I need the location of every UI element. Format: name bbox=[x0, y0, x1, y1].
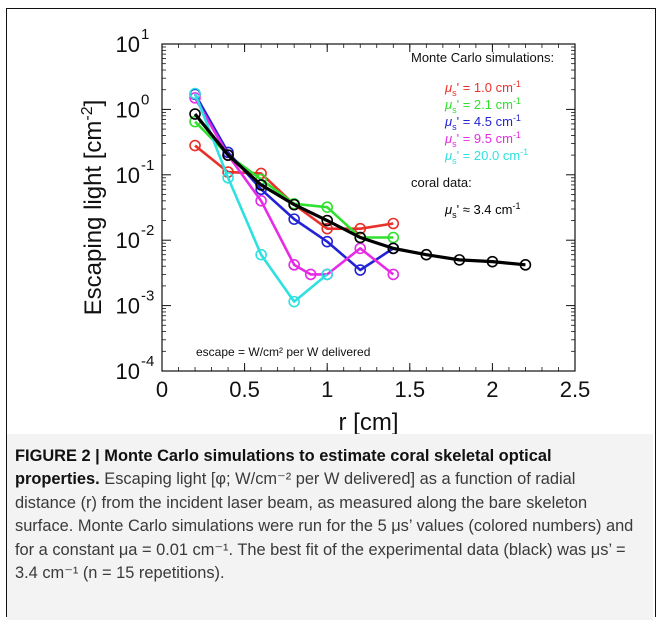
data-point-4 bbox=[255, 248, 267, 261]
data-point-1 bbox=[321, 201, 334, 213]
caption-body: Escaping light [φ; W/cm⁻² per W delivere… bbox=[15, 470, 634, 583]
data-point-3 bbox=[189, 92, 201, 104]
series-line-3 bbox=[193, 97, 395, 276]
data-point-4 bbox=[189, 87, 201, 100]
x-tick-label: 0 bbox=[156, 377, 168, 402]
data-point-2 bbox=[288, 213, 300, 225]
series-line-5 bbox=[193, 113, 526, 267]
y-tick-exponent: 1 bbox=[141, 26, 149, 43]
x-tick-label: 1.5 bbox=[395, 377, 426, 402]
y-tick-label: 10 bbox=[116, 294, 140, 319]
y-tick-exponent: 0 bbox=[141, 91, 149, 108]
data-point-3 bbox=[387, 268, 400, 281]
legend-entry: μs' = 2.1 cm-1 bbox=[444, 96, 521, 115]
y-tick-label: 10 bbox=[116, 359, 140, 384]
y-tick-exponent: -4 bbox=[141, 353, 154, 370]
legend-entry: μs' = 9.5 cm-1 bbox=[444, 130, 521, 149]
data-point-4 bbox=[288, 295, 300, 308]
data-point-5 bbox=[453, 254, 466, 266]
data-point-5 bbox=[420, 248, 433, 261]
data-point-0 bbox=[387, 217, 400, 230]
data-point-4 bbox=[321, 268, 334, 281]
data-point-0 bbox=[354, 222, 367, 235]
data-point-5 bbox=[321, 214, 334, 227]
series-line-2 bbox=[193, 93, 394, 272]
data-point-2 bbox=[354, 264, 367, 276]
figure-caption: FIGURE 2 | Monte Carlo simulations to es… bbox=[15, 445, 640, 585]
legend-entry: μs' = 4.5 cm-1 bbox=[444, 113, 521, 132]
legend-entry-coral: μs' ≈ 3.4 cm-1 bbox=[444, 201, 521, 220]
y-axis-title: Escaping light [cm-2] bbox=[79, 100, 107, 316]
data-point-5 bbox=[189, 108, 201, 120]
x-axis-title: r [cm] bbox=[339, 409, 399, 434]
x-tick-label: 2.5 bbox=[560, 377, 591, 402]
x-tick-label: 0.5 bbox=[229, 377, 260, 402]
plot-frame bbox=[161, 43, 576, 372]
x-tick-label: 1 bbox=[321, 377, 333, 402]
caption-heading: FIGURE 2 | Monte Carlo simulations to es… bbox=[15, 447, 552, 489]
legend-entry: μs' = 1.0 cm-1 bbox=[444, 79, 521, 98]
y-tick-exponent: -1 bbox=[141, 157, 154, 174]
series-line-4 bbox=[193, 93, 329, 303]
data-point-4 bbox=[222, 171, 234, 184]
figure-frame bbox=[6, 8, 656, 617]
legend-entry: μs' = 20.0 cm-1 bbox=[444, 147, 528, 166]
y-tick-exponent: -2 bbox=[141, 222, 154, 239]
data-point-5 bbox=[222, 149, 234, 161]
data-point-0 bbox=[321, 222, 334, 235]
legend-subtitle: coral data: bbox=[411, 175, 472, 190]
y-tick-label: 10 bbox=[116, 163, 140, 188]
data-point-5 bbox=[486, 255, 499, 268]
data-point-3 bbox=[288, 259, 300, 271]
x-tick-label: 2 bbox=[486, 377, 498, 402]
data-point-5 bbox=[354, 231, 367, 244]
y-tick-label: 10 bbox=[116, 228, 140, 253]
y-tick-exponent: -3 bbox=[141, 288, 154, 305]
data-point-5 bbox=[387, 242, 400, 255]
data-point-5 bbox=[519, 259, 532, 271]
data-point-3 bbox=[255, 195, 267, 207]
data-point-3 bbox=[354, 242, 367, 255]
caption-box bbox=[7, 434, 653, 620]
legend-title: Monte Carlo simulations: bbox=[411, 50, 554, 65]
data-point-2 bbox=[321, 235, 334, 248]
y-tick-label: 10 bbox=[116, 32, 140, 57]
y-tick-label: 10 bbox=[116, 97, 140, 122]
data-point-5 bbox=[255, 179, 267, 191]
data-point-0 bbox=[189, 139, 201, 152]
data-point-1 bbox=[387, 231, 400, 244]
escape-annotation: escape = W/cm² per W delivered bbox=[196, 345, 370, 359]
data-point-5 bbox=[288, 198, 300, 211]
data-point-3 bbox=[304, 268, 317, 281]
